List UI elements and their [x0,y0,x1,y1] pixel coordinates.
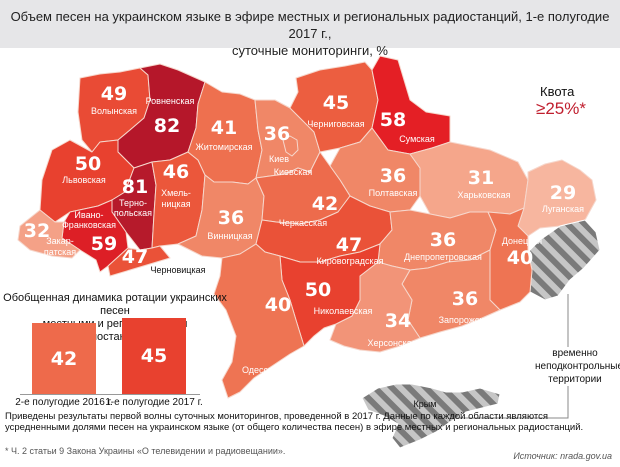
value-vinnytsia: 36 [218,207,244,229]
label-khmelnytskyi-2: ницкая [161,199,190,209]
label-kyiv-city: Киев [269,154,289,164]
occupied-label-line-1: временно [552,348,598,359]
label-poltava: Полтавская [369,188,418,198]
dynamics-title-line-1: Обобщенная динамика ротации украинских п… [3,292,227,317]
value-zhytomyr: 41 [211,117,237,139]
label-volyn: Волынская [91,106,137,116]
value-sumy: 58 [380,109,406,131]
occupied-label-line-3: территории [548,374,602,385]
label-zaporizhzhia: Запорожская [439,315,494,325]
label-cherkasy: Черкасская [279,218,327,228]
ukraine-map: 49 Волынская Ровненская 82 50 Львовская … [17,55,601,449]
occupied-connector-line [452,294,569,419]
title-bar: Объем песен на украинском языке в эфире … [0,0,620,58]
value-kirovohrad: 47 [336,234,362,256]
label-odesa: Одесская [242,365,282,375]
source-credit: Источник: nrada.gov.ua [513,451,612,461]
label-kirovohrad: Кировоградская [316,256,383,266]
value-donetsk: 40 [507,247,533,269]
value-kherson: 34 [385,310,411,332]
dynamics-baseline [20,394,200,395]
quota-label: Квота [540,84,575,99]
value-zaporizhzhia: 36 [452,288,478,310]
value-odesa: 40 [265,294,291,316]
label-khmelnytskyi-1: Хмель- [161,188,191,198]
value-ternopil: 81 [122,176,148,198]
value-rivne: 82 [154,115,180,137]
label-chernihiv: Черниговская [307,119,364,129]
dynamics-bar-2016-value: 42 [50,347,78,370]
dynamics-bar-2016-label: 2-е полугодие 2016 г. [15,397,113,408]
label-ivano-frankivsk-2: Франковская [62,220,116,230]
label-sumy: Сумская [399,134,435,144]
region-zakarpattia[interactable] [17,209,81,259]
region-kyiv-city[interactable] [282,135,299,157]
chart-title-line-2: суточные мониторинги, % [232,43,388,58]
dynamics-bar-2017: 45 [122,318,186,394]
footnote: * Ч. 2 статьи 9 Закона Украины «О телеви… [5,446,286,456]
value-chernihiv: 45 [323,92,349,114]
region-odesa[interactable] [213,243,305,399]
label-dnipropetrovsk: Днепропетровская [404,252,482,262]
dynamics-bar-2017-value: 45 [140,345,168,367]
occupied-territory-crimea [361,383,501,449]
value-mykolaiv: 50 [305,279,331,301]
label-kyiv-oblast: Киевская [274,167,313,177]
label-donetsk: Донецкая [502,236,542,246]
occupied-territory-east [527,219,601,301]
quota-annotation: Квота ≥25%* [536,84,586,119]
value-ivano-frankivsk: 59 [91,233,117,255]
value-khmelnytskyi: 46 [163,161,189,183]
value-dnipropetrovsk: 36 [430,229,456,251]
value-chernivtsi: 47 [122,246,148,268]
value-lviv: 50 [75,153,101,175]
label-kherson: Херсонская [367,338,416,348]
quota-value: ≥25%* [536,99,586,118]
label-lviv: Львовская [62,175,106,185]
methodology-note: Приведены результаты первой волны суточн… [5,411,584,433]
dynamics-bar-2016: 42 [32,323,96,394]
value-poltava: 36 [380,165,406,187]
label-ivano-frankivsk-1: Ивано- [74,210,103,220]
occupied-territories-label: временно неподконтрольные территории [535,347,620,386]
label-vinnytsia: Винницкая [207,231,252,241]
label-ternopil-1: Терно- [119,198,147,208]
region-chernivtsi[interactable] [107,245,171,277]
label-zakarpattia-2: патская [44,247,76,257]
value-kyiv-oblast: 36 [264,123,290,145]
label-chernivtsi: Черновицкая [151,265,206,275]
label-zakarpattia-1: Закар- [46,236,74,246]
label-ternopil-2: польская [114,208,152,218]
label-kharkiv: Харьковская [458,190,511,200]
label-crimea: Крым [414,399,437,409]
value-volyn: 49 [101,83,127,105]
label-mykolaiv: Николаевская [314,306,373,316]
value-kharkiv: 31 [468,167,494,189]
value-zakarpattia: 32 [24,220,50,242]
label-luhansk: Луганская [542,204,584,214]
occupied-label-line-2: неподконтрольные [535,361,620,372]
dynamics-bar-2017-label: 1-е полугодие 2017 г. [105,397,203,408]
label-rivne: Ровненская [146,96,195,106]
chart-title-line-1: Объем песен на украинском языке в эфире … [10,9,610,41]
value-cherkasy: 42 [312,193,338,215]
value-luhansk: 29 [550,182,576,204]
label-zhytomyr: Житомирская [195,142,252,152]
